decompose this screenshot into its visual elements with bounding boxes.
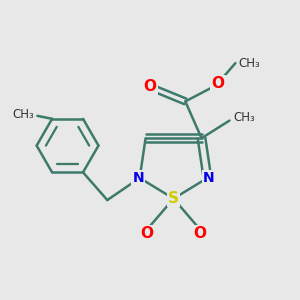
Text: O: O [211,76,224,91]
Text: N: N [132,171,144,185]
Text: S: S [168,191,179,206]
Text: O: O [194,226,207,242]
Text: CH₃: CH₃ [238,57,260,70]
Text: N: N [203,171,215,185]
Text: CH₃: CH₃ [12,108,34,121]
Text: O: O [141,226,154,242]
Text: CH₃: CH₃ [233,111,255,124]
Text: O: O [143,79,157,94]
